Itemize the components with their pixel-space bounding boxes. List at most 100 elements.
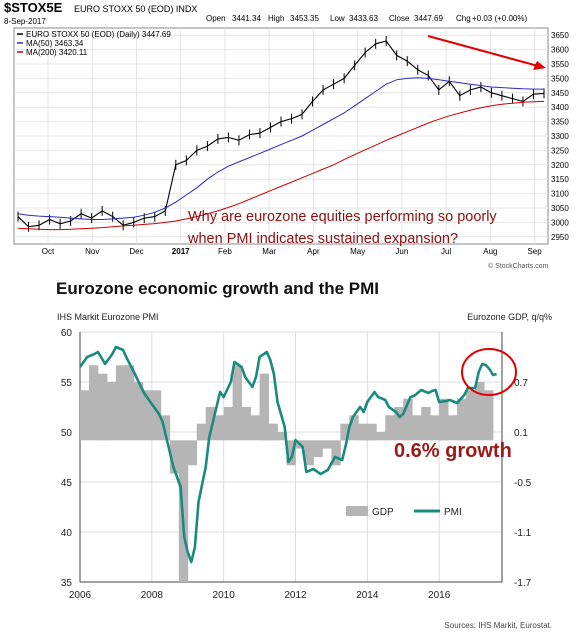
pmi-legend: GDP PMI bbox=[346, 506, 462, 518]
ohlc-chg: +0.03 (+0.00%) bbox=[472, 14, 527, 23]
pmi-gdp-chart: Eurozone economic growth and the PMI IHS… bbox=[0, 272, 584, 640]
stoxx-xtick-label: Jun bbox=[395, 247, 408, 256]
gdp-bar bbox=[430, 415, 440, 441]
pmi-xtick-label: 2012 bbox=[284, 590, 307, 601]
legend-ma200-label: MA(200) 3420.11 bbox=[26, 48, 88, 57]
right-axis-label: Eurozone GDP, q/q% bbox=[467, 312, 552, 322]
annotation-line-2: when PMI indicates sustained expansion? bbox=[187, 231, 458, 247]
stoxx-series bbox=[17, 35, 545, 232]
stoxx-date: 8-Sep-2017 bbox=[4, 17, 46, 26]
gdp-bar bbox=[484, 390, 494, 441]
gdp-bar bbox=[259, 373, 269, 441]
gdp-bar bbox=[457, 398, 467, 441]
ohlc-open: 3441.34 bbox=[232, 14, 261, 23]
ohlc-high: 3453.35 bbox=[290, 14, 319, 23]
gdp-bar bbox=[313, 440, 323, 457]
pmi-xtick-label: 2008 bbox=[141, 590, 164, 601]
gdp-bar bbox=[268, 423, 278, 441]
pmi-left-axis: 60 55 50 45 40 35 bbox=[61, 328, 73, 589]
ohlc-close-label: Close bbox=[389, 14, 410, 23]
gdp-bar bbox=[466, 390, 476, 441]
stoxx-xtick-label: Aug bbox=[483, 247, 497, 256]
stoxx-ytick-label: 3150 bbox=[551, 175, 569, 184]
legend-gdp-label: GDP bbox=[372, 507, 394, 518]
growth-annotation: 0.6% growth bbox=[394, 440, 512, 462]
stoxx-ytick-label: 3500 bbox=[551, 74, 569, 83]
gdp-bar bbox=[160, 415, 171, 441]
stoxx-ytick-label: 3650 bbox=[551, 31, 569, 40]
ohlc-close: 3447.69 bbox=[414, 14, 443, 23]
legend-price-label: EURO STOXX 50 (EOD) (Daily) 3447.69 bbox=[26, 30, 171, 39]
source-note: Sources: IHS Markit, Eurostat. bbox=[444, 621, 552, 630]
ohlc-low: 3433.63 bbox=[349, 14, 378, 23]
gdp-bar bbox=[133, 382, 144, 441]
gdp-bar bbox=[349, 415, 359, 441]
pmi-ytick-label: 40 bbox=[61, 528, 73, 539]
stoxx-ytick-label: 3300 bbox=[551, 132, 569, 141]
ohlc-chg-label: Chg bbox=[456, 14, 471, 23]
stoxx-xtick-label: Nov bbox=[85, 247, 99, 256]
pmi-ytick-label: 50 bbox=[61, 428, 73, 439]
gdp-bar bbox=[115, 365, 126, 441]
ohlc-low-label: Low bbox=[330, 14, 345, 23]
gdp-bar bbox=[250, 415, 260, 441]
legend-pmi-label: PMI bbox=[444, 507, 462, 518]
chart-title: Eurozone economic growth and the PMI bbox=[56, 279, 379, 298]
stoxx-ytick-label: 2950 bbox=[551, 233, 569, 242]
left-axis-label: IHS Markit Eurozone PMI bbox=[57, 312, 159, 322]
pmi-ytick-label: 45 bbox=[61, 478, 73, 489]
stoxx-symbol: $STOX5E bbox=[4, 0, 63, 15]
pmi-ytick-label: 35 bbox=[61, 578, 73, 589]
gdp-bar bbox=[80, 390, 90, 441]
stoxx-xtick-label: Jul bbox=[441, 247, 451, 256]
legend-gdp-swatch bbox=[346, 506, 368, 516]
gdp-bar bbox=[286, 440, 296, 466]
stoxx-legend: EURO STOXX 50 (EOD) (Daily) 3447.69 MA(5… bbox=[17, 30, 171, 57]
stoxx-xtick-label: Feb bbox=[218, 247, 232, 256]
stoxx-xtick-label: Oct bbox=[42, 247, 55, 256]
gdp-bar bbox=[98, 373, 108, 441]
gdp-bar bbox=[223, 407, 234, 441]
gdp-bar bbox=[403, 398, 413, 441]
gdp-bar bbox=[277, 432, 287, 441]
stoxx-series-2 bbox=[17, 100, 545, 231]
stoxx-ytick-label: 3450 bbox=[551, 89, 569, 98]
gdp-bar bbox=[475, 382, 485, 441]
pmi-xtick-label: 2006 bbox=[69, 590, 92, 601]
gdp-bar bbox=[412, 415, 422, 441]
stoxx-ytick-label: 3250 bbox=[551, 146, 569, 155]
pmi-ytick-label: 60 bbox=[61, 328, 73, 339]
gdp-bar bbox=[367, 423, 377, 441]
gdp-bar bbox=[241, 407, 251, 441]
stoxx-xtick-label: Mar bbox=[262, 247, 276, 256]
gdp-bar bbox=[322, 440, 332, 449]
stoxx-ytick-label: 3550 bbox=[551, 60, 569, 69]
stoxx-ytick-label: 3400 bbox=[551, 103, 569, 112]
stoxx-xaxis: Oct Nov Dec 2017 Feb Mar Apr May Jun Jul Aug Sep bbox=[42, 247, 542, 256]
stoxx-ytick-label: 3600 bbox=[551, 46, 569, 55]
stoxx-ytick-label: 3050 bbox=[551, 204, 569, 213]
stoxx-xtick-label: Apr bbox=[307, 247, 320, 256]
gdp-bar bbox=[124, 365, 135, 441]
stoxx-chart: $STOX5E EURO STOXX 50 (EOD) INDX 8-Sep-2… bbox=[0, 0, 584, 272]
gdp-bar bbox=[214, 415, 225, 441]
pmi-ytick-label: 55 bbox=[61, 378, 73, 389]
gdp-bar bbox=[394, 407, 404, 441]
pmi-line bbox=[78, 345, 497, 564]
stoxx-yaxis: 3650 3600 3550 3500 3450 3400 3350 3300 3250 3200… bbox=[551, 31, 569, 242]
gdp-bar bbox=[106, 382, 117, 441]
gdp-bar bbox=[358, 423, 368, 441]
stoxx-series-1 bbox=[17, 77, 544, 220]
gdp-ytick-label: 0.1 bbox=[514, 428, 528, 439]
gdp-ytick-label: 0.7 bbox=[514, 378, 528, 389]
stoxx-xtick-label: May bbox=[350, 247, 365, 256]
gdp-bars bbox=[80, 365, 494, 582]
stoxx-xtick-label: 2017 bbox=[172, 247, 190, 256]
gdp-bar bbox=[448, 415, 458, 441]
gdp-bar bbox=[331, 440, 341, 466]
gdp-bar bbox=[439, 398, 449, 441]
annotation-line-1: Why are eurozone equities performing so … bbox=[188, 209, 497, 225]
stoxx-xtick-label: Dec bbox=[129, 247, 143, 256]
stoxx-ytick-label: 3200 bbox=[551, 161, 569, 170]
gdp-bar bbox=[169, 440, 180, 474]
